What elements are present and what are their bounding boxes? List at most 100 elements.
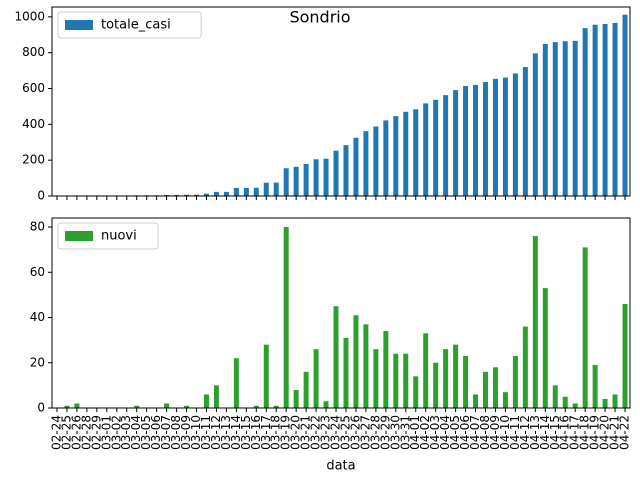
x-tick-label: 04-17 xyxy=(568,415,582,450)
bar xyxy=(522,326,528,408)
bar xyxy=(184,405,190,408)
y-tick-label: 80 xyxy=(30,220,45,234)
x-tick-label: 03-28 xyxy=(368,415,382,450)
bar xyxy=(174,194,180,196)
x-tick-label: 03-19 xyxy=(279,415,293,450)
bar xyxy=(303,163,309,196)
x-tick-label: 04-03 xyxy=(428,415,442,450)
bar xyxy=(243,187,249,196)
bar xyxy=(273,405,279,408)
x-tick-label: 04-21 xyxy=(608,415,622,450)
bar xyxy=(453,90,459,196)
bar xyxy=(253,405,259,408)
bar xyxy=(463,355,469,408)
bar xyxy=(413,376,419,408)
bar xyxy=(512,355,518,408)
y-tick-label: 600 xyxy=(22,81,45,95)
x-tick-label: 02-24 xyxy=(49,415,63,450)
bar xyxy=(64,405,70,408)
x-tick-label: 04-16 xyxy=(558,415,572,450)
x-tick-label: 04-05 xyxy=(448,415,462,450)
x-tick-label: 03-26 xyxy=(348,415,362,450)
bar xyxy=(502,392,508,408)
bar xyxy=(512,73,518,196)
bar xyxy=(492,367,498,408)
bar xyxy=(323,158,329,196)
bar xyxy=(303,371,309,408)
x-tick-label: 03-24 xyxy=(329,415,343,450)
bar xyxy=(443,95,449,196)
x-tick-label: 03-20 xyxy=(289,415,303,450)
x-tick-label: 04-07 xyxy=(468,415,482,450)
bar xyxy=(253,187,259,196)
x-tick-label: 03-17 xyxy=(259,415,273,450)
bar xyxy=(293,166,299,196)
bar xyxy=(542,288,548,408)
bar xyxy=(572,403,578,408)
x-tick-label: 03-08 xyxy=(169,415,183,450)
x-tick-label: 02-29 xyxy=(89,415,103,450)
bar xyxy=(612,394,618,408)
axes-frame xyxy=(51,6,631,197)
bar xyxy=(433,99,439,196)
x-tick-label: 02-26 xyxy=(69,415,83,450)
x-tick-label: 03-01 xyxy=(99,415,113,450)
y-tick-label: 1000 xyxy=(14,9,45,23)
bar xyxy=(184,194,190,196)
x-tick-label: 03-30 xyxy=(388,415,402,450)
x-tick-label: 04-09 xyxy=(488,415,502,450)
bar xyxy=(164,403,170,408)
x-tick-label: 03-25 xyxy=(338,415,352,450)
bar xyxy=(313,159,319,196)
bar xyxy=(223,191,229,196)
bar xyxy=(552,42,558,197)
legend-box xyxy=(57,11,202,39)
x-tick-label: 03-09 xyxy=(179,415,193,450)
bar xyxy=(323,401,329,408)
x-tick-label: 04-13 xyxy=(528,415,542,450)
y-tick-label: 800 xyxy=(22,45,45,59)
bar xyxy=(403,111,409,196)
bar xyxy=(393,353,399,408)
bar xyxy=(393,116,399,196)
bar xyxy=(283,168,289,196)
bar xyxy=(263,344,269,408)
x-tick-label: 02-28 xyxy=(79,415,93,450)
bar xyxy=(74,403,80,408)
x-tick-label: 03-03 xyxy=(119,415,133,450)
bar xyxy=(403,353,409,408)
bar xyxy=(343,337,349,408)
x-tick-label: 03-10 xyxy=(189,415,203,450)
bar xyxy=(273,182,279,196)
x-tick-label: 04-02 xyxy=(418,415,432,450)
x-tick-label: 03-23 xyxy=(319,415,333,450)
bar xyxy=(572,40,578,197)
legend-swatch xyxy=(65,20,93,30)
y-tick-label: 20 xyxy=(30,355,45,369)
bar xyxy=(423,103,429,196)
x-tick-label: 03-27 xyxy=(358,415,372,450)
y-tick-label: 400 xyxy=(22,117,45,131)
x-tick-label: 03-31 xyxy=(398,415,412,450)
bar xyxy=(502,77,508,196)
x-tick-label: 04-11 xyxy=(508,415,522,450)
bar xyxy=(592,365,598,408)
legend-swatch xyxy=(65,231,93,241)
bar xyxy=(453,344,459,408)
bar xyxy=(293,389,299,408)
bar xyxy=(552,385,558,408)
bar xyxy=(473,84,479,196)
x-tick-label: 03-05 xyxy=(139,415,153,450)
bar xyxy=(463,86,469,196)
bar xyxy=(483,371,488,408)
bar xyxy=(582,247,588,408)
bar xyxy=(612,22,618,196)
bar xyxy=(532,53,538,197)
x-tick-label: 04-14 xyxy=(538,415,552,450)
x-tick-label: 04-19 xyxy=(588,415,602,450)
y-tick-label: 60 xyxy=(30,265,45,279)
bar xyxy=(443,349,449,408)
bar xyxy=(283,227,289,408)
x-tick-label: 03-22 xyxy=(309,415,323,450)
bar xyxy=(582,28,588,196)
